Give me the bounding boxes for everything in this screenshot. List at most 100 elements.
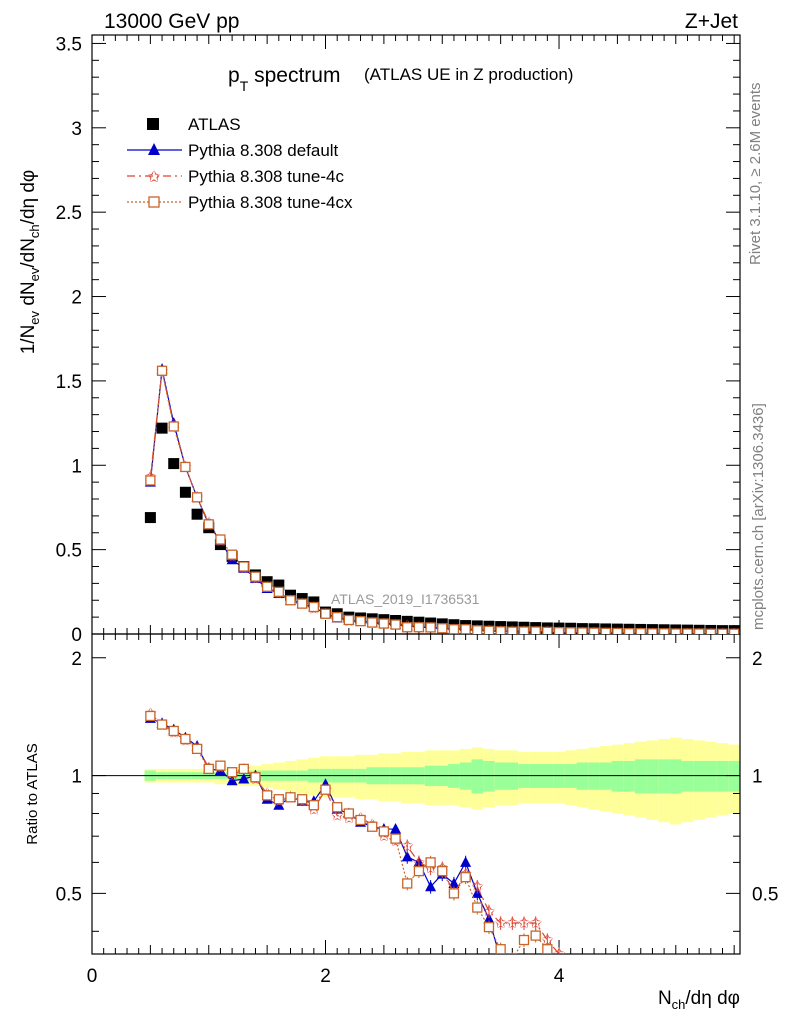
ratio-point-3 [273, 794, 284, 805]
data-point-0 [168, 458, 180, 470]
data-point-3 [577, 627, 588, 634]
band-inner [716, 760, 729, 792]
ratio-point-3 [367, 821, 378, 832]
data-point-3 [729, 628, 740, 634]
data-point-3 [565, 627, 576, 634]
data-point-3 [273, 586, 284, 597]
ratio-series: ✩✩✩✩✩✩✩✩✩✩✩✩✩✩✩✩✩✩✩✩✩✩✩✩✩✩✩✩✩✩✩✩✩✩✩✩✩ [144, 706, 566, 954]
legend-label-tune4c: Pythia 8.308 tune-4c [188, 167, 344, 186]
ratio-point-3 [215, 760, 226, 771]
band-inner [704, 760, 717, 792]
ratio-point-3 [145, 710, 156, 722]
data-point-3 [717, 628, 728, 634]
data-point-3 [367, 617, 378, 628]
title-p: p [228, 64, 240, 87]
data-point-3 [623, 628, 635, 634]
data-point-3 [460, 624, 471, 634]
plot-title: pT spectrum [228, 64, 340, 94]
x-axis-label: Nch/dη dφ [658, 988, 740, 1012]
data-point-3 [693, 628, 705, 634]
data-point-3 [285, 595, 296, 606]
data-point-3 [191, 492, 203, 503]
ratio-point-3 [156, 719, 168, 730]
ratio-point-2: ✩ [401, 838, 414, 855]
ratio-point-3 [238, 763, 249, 775]
ratio-point-3 [320, 784, 331, 795]
ratio-point-1 [401, 850, 413, 862]
data-point-0 [273, 579, 285, 591]
ratio-point-3 [542, 944, 553, 954]
band-inner [728, 760, 740, 792]
data-point-3 [145, 475, 156, 486]
title-sub: T [240, 78, 249, 94]
data-point-3 [355, 616, 366, 627]
ratio-point-3 [180, 733, 191, 745]
x-tick-label: 0 [87, 966, 98, 987]
ratio-point-3 [285, 792, 296, 803]
data-point-3 [542, 626, 553, 634]
data-point-0 [179, 486, 191, 498]
header-process: Z+Jet [685, 10, 738, 33]
ratio-point-1 [425, 880, 437, 892]
legend-marker-tune4cx [148, 196, 160, 208]
band-inner [634, 759, 647, 794]
data-point-3 [261, 581, 273, 592]
ratio-y-tick-label: 0.5 [56, 884, 82, 905]
main-y-tick-label: 3.5 [56, 34, 82, 55]
data-point-3 [343, 614, 355, 626]
main-y-tick-label: 1 [71, 456, 82, 477]
ratio-point-3 [250, 772, 261, 783]
ratio-point-2: ✩ [471, 879, 484, 896]
main-y-tick-label: 3 [71, 119, 82, 140]
data-point-0 [156, 422, 168, 434]
ratio-point-2: ✩ [483, 903, 496, 920]
ratio-point-3 [437, 865, 448, 877]
ratio-y-tick-label-right: 2 [752, 649, 763, 670]
ratio-point-1 [483, 913, 495, 924]
data-point-3 [425, 622, 436, 633]
data-point-3 [448, 624, 460, 634]
data-point-3 [308, 601, 319, 613]
ratio-point-3 [168, 725, 179, 737]
data-point-3 [332, 611, 343, 623]
ratio-point-3 [483, 921, 495, 933]
ratio-point-2: ✩ [494, 915, 507, 932]
band-inner [588, 762, 600, 790]
data-point-3 [238, 561, 249, 572]
legend: ATLAS Pythia 8.308 default ✩ Pythia 8.30… [127, 115, 353, 212]
legend-marker-default [148, 143, 160, 155]
ratio-y-tick-label: 2 [71, 649, 82, 670]
ratio-point-1 [460, 856, 472, 867]
data-point-3 [658, 628, 670, 634]
ratio-point-3 [261, 790, 273, 801]
data-point-3 [320, 608, 331, 619]
data-point-3 [250, 571, 261, 582]
data-point-3 [413, 622, 425, 633]
x-tick-label: 4 [554, 966, 565, 987]
analysis-watermark: ATLAS_2019_I1736531 [331, 591, 480, 607]
legend-marker-atlas [147, 118, 159, 130]
data-point-3 [518, 626, 530, 634]
ratio-point-3 [308, 800, 319, 811]
data-point-3 [297, 598, 308, 609]
legend-marker-tune4c: ✩ [147, 169, 161, 186]
ratio-point-3 [460, 872, 471, 883]
data-point-3 [670, 628, 681, 634]
ratio-point-2: ✩ [518, 915, 531, 932]
band-inner [669, 759, 682, 794]
band-inner [623, 760, 635, 792]
main-y-tick-label: 0.5 [56, 541, 82, 562]
ratio-point-1 [226, 774, 238, 786]
band-inner [576, 762, 589, 790]
ratio-point-1 [390, 823, 402, 834]
ratio-point-3 [378, 826, 390, 837]
mcplots-label: mcplots.cern.ch [arXiv:1306.3436] [750, 403, 767, 630]
main-y-tick-label: 2 [71, 288, 82, 309]
data-point-3 [553, 626, 565, 634]
data-point-3 [483, 625, 495, 634]
ratio-point-1 [238, 772, 250, 784]
header-energy: 13000 GeV pp [104, 10, 239, 33]
band-inner [471, 759, 484, 794]
data-point-3 [215, 534, 226, 545]
